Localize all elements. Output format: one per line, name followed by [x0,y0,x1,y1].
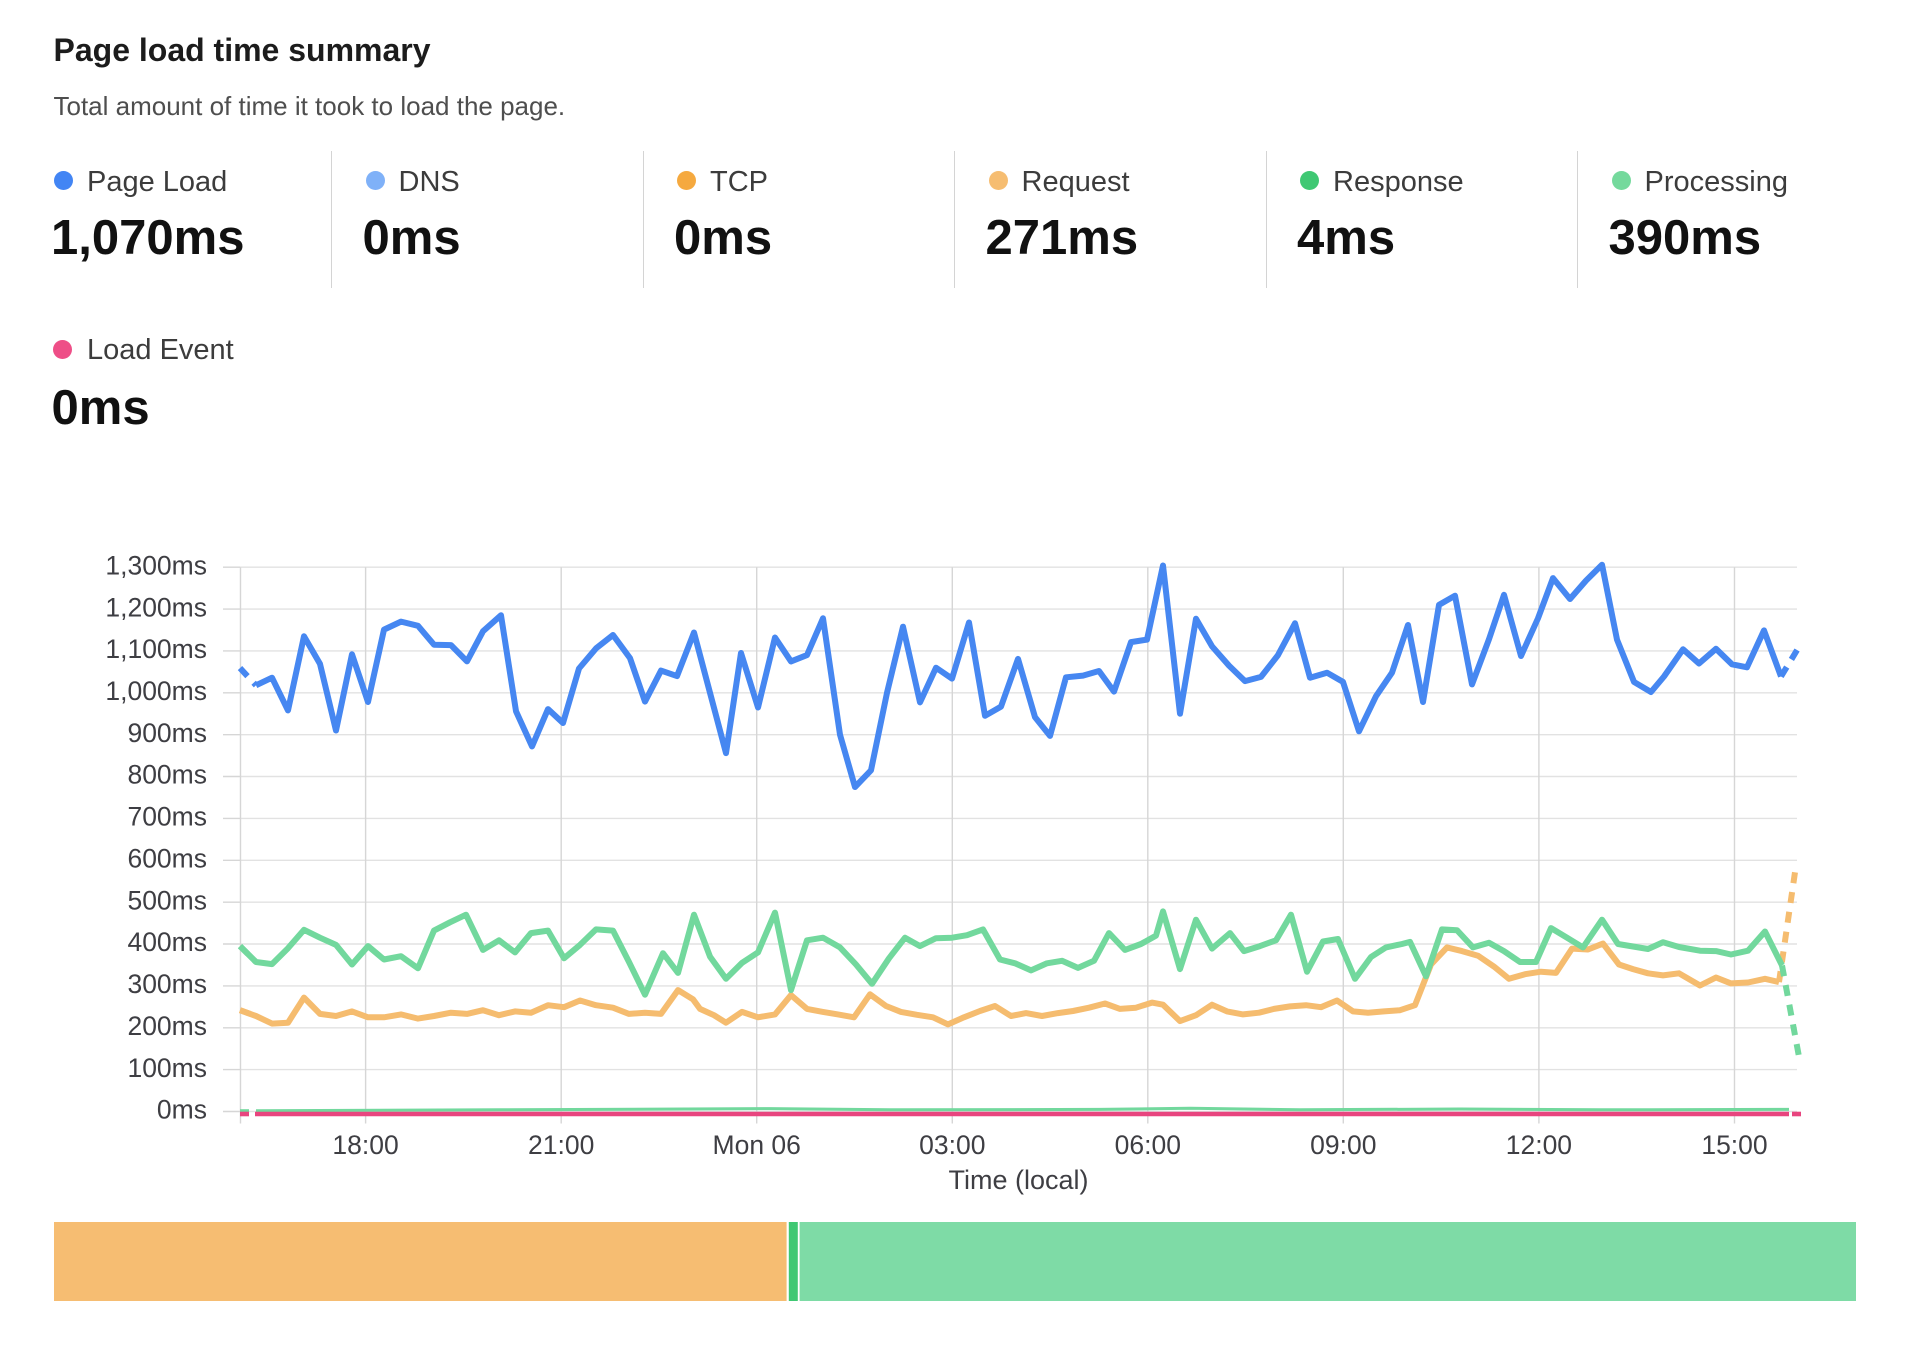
svg-text:12:00: 12:00 [1506,1130,1572,1160]
svg-text:600ms: 600ms [127,844,207,874]
svg-text:100ms: 100ms [127,1053,207,1083]
svg-text:03:00: 03:00 [919,1130,985,1160]
svg-text:15:00: 15:00 [1701,1130,1767,1160]
svg-text:1,000ms: 1,000ms [105,676,207,706]
svg-text:Mon 06: Mon 06 [713,1130,801,1160]
svg-text:200ms: 200ms [127,1011,207,1041]
svg-text:1,300ms: 1,300ms [105,550,207,580]
svg-text:21:00: 21:00 [528,1130,594,1160]
svg-text:18:00: 18:00 [332,1130,398,1160]
svg-text:1,100ms: 1,100ms [105,634,207,664]
svg-text:700ms: 700ms [127,802,207,832]
svg-text:400ms: 400ms [127,927,207,957]
svg-text:1,200ms: 1,200ms [105,592,207,622]
svg-text:09:00: 09:00 [1310,1130,1376,1160]
svg-text:300ms: 300ms [127,969,207,999]
svg-text:06:00: 06:00 [1115,1130,1181,1160]
svg-text:800ms: 800ms [127,760,207,790]
svg-text:900ms: 900ms [127,718,207,748]
svg-text:0ms: 0ms [157,1095,207,1125]
svg-text:Time (local): Time (local) [948,1165,1088,1195]
svg-text:500ms: 500ms [127,885,207,915]
